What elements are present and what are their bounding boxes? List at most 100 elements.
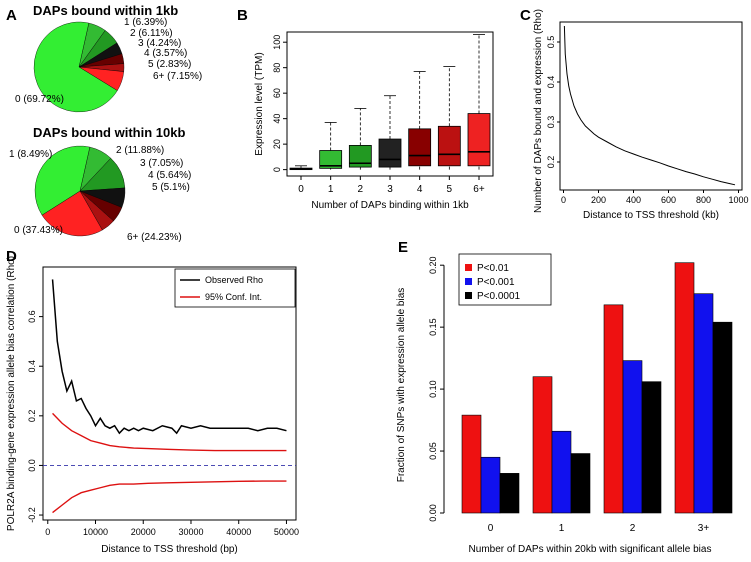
bar-xtick-label: 0: [488, 523, 494, 534]
panel-letter-e: E: [398, 239, 408, 256]
boxplot-xtick-label: 0: [298, 184, 304, 195]
rho-decay-xlabel: Distance to TSS threshold (kb): [583, 210, 719, 221]
polr2a-series-line-1: [52, 412, 287, 452]
bar-0-1: [480, 456, 501, 514]
pie-label-0-0: 0 (69.72%): [15, 94, 64, 105]
polr2a-xtick-label: 30000: [178, 527, 203, 537]
rho-decay-chart: 0 200 400 600 800 1000 0.2 0.3 0.4 0.5 Distance to…: [533, 9, 749, 221]
polr2a-correlation-chart: 0 10000 20000 30000 40000 50000 -0.2 0.0 0.2 0.4 0…: [6, 256, 299, 555]
polr2a-xtick-label: 50000: [274, 527, 299, 537]
boxplot-box-6+: [467, 113, 491, 167]
pie-slice-0-0: [33, 21, 118, 113]
bar-3+-0: [674, 262, 695, 514]
boxplot-ylabel: Expression level (TPM): [254, 52, 265, 155]
bar-xtick-label: 3+: [698, 523, 710, 534]
rho-decay-ytick-label: 0.4: [546, 76, 556, 89]
pie-chart-0: DAPs bound within 1kb 0 (69.72%) 1 (6.39%)…: [15, 3, 202, 113]
bar-1-0: [532, 376, 553, 514]
polr2a-ylabel: POLR2A binding-gene expression allele bi…: [6, 256, 17, 531]
panel-letter-a: A: [6, 7, 17, 24]
polr2a-ytick-label: -0.2: [27, 507, 37, 523]
bar-2-1: [622, 360, 643, 514]
rho-decay-xtick-label: 600: [661, 195, 676, 205]
bar-0-2: [499, 473, 520, 514]
boxplot-xtick-label: 5: [447, 184, 453, 195]
rho-decay-ytick-label: 0.2: [546, 156, 556, 169]
bar-ytick-label: 0.20: [428, 256, 438, 274]
pie-label-1-3: 3 (7.05%): [140, 158, 183, 169]
polr2a-xtick-label: 10000: [83, 527, 108, 537]
polr2a-legend-label-observed: Observed Rho: [205, 275, 263, 285]
bar-xlabel: Number of DAPs within 20kb with signific…: [469, 544, 712, 555]
bar-3+-1: [693, 293, 714, 514]
pie-chart-1: DAPs bound within 10kb 0 (37.43%) 1 (8.49%…: [9, 125, 191, 243]
boxplot-ytick-label: 20: [272, 139, 282, 149]
rho-decay-xtick-label: 400: [626, 195, 641, 205]
rho-decay-frame: [559, 21, 743, 191]
boxplot-box-2: [348, 145, 372, 168]
boxplot-ytick-label: 60: [272, 88, 282, 98]
pie-label-1-5: 5 (5.1%): [152, 182, 190, 193]
polr2a-xtick-label: 20000: [131, 527, 156, 537]
boxplot-box-3: [378, 138, 402, 168]
pie-label-1-1: 1 (8.49%): [9, 149, 52, 160]
boxplot-xtick-label: 2: [358, 184, 364, 195]
pie-slice-1-6: [41, 190, 103, 237]
boxplot-xtick-label: 4: [417, 184, 423, 195]
bar-2-0: [603, 304, 624, 514]
bar-legend: P<0.01 P<0.001 P<0.0001: [458, 253, 552, 306]
rho-decay-ytick-label: 0.3: [546, 116, 556, 129]
bar-xtick-label: 1: [559, 523, 565, 534]
bar-ytick-label: 0.10: [428, 380, 438, 398]
polr2a-xtick-label: 40000: [226, 527, 251, 537]
rho-decay-xtick-label: 1000: [728, 195, 748, 205]
boxplot-ytick-label: 40: [272, 114, 282, 124]
rho-decay-ytick-label: 0.5: [546, 36, 556, 49]
polr2a-series-line-0: [51, 279, 287, 435]
polr2a-legend: Observed Rho 95% Conf. Int.: [174, 268, 296, 308]
pie-label-0-4: 4 (3.57%): [144, 48, 187, 59]
panel-letter-c: C: [520, 7, 531, 24]
bar-ytick-label: 0.15: [428, 318, 438, 336]
pie-label-1-4: 4 (5.64%): [148, 170, 191, 181]
bar-legend-label-0: P<0.01: [477, 263, 509, 274]
bar-3+-2: [712, 321, 733, 514]
boxplot-xtick-label: 3: [387, 184, 393, 195]
pie-label-0-2: 2 (6.11%): [130, 28, 173, 39]
boxplot-xtick-label: 6+: [473, 184, 485, 195]
polr2a-xlabel: Distance to TSS threshold (bp): [101, 544, 238, 555]
bar-legend-label-1: P<0.001: [477, 277, 515, 288]
bar-legend-box: [458, 253, 552, 306]
pie-label-1-6: 6+ (24.23%): [127, 232, 182, 243]
boxplot-box-5: [437, 125, 461, 167]
pie-title-0: DAPs bound within 1kb: [33, 3, 178, 18]
polr2a-ytick-label: 0.2: [27, 410, 37, 423]
boxplot-ytick-label: 100: [272, 35, 282, 50]
pie-label-0-3: 3 (4.24%): [138, 38, 181, 49]
bar-2-2: [641, 381, 662, 514]
polr2a-legend-label-ci: 95% Conf. Int.: [205, 292, 262, 302]
polr2a-ytick-label: 0.4: [27, 360, 37, 373]
bar-xtick-label: 2: [630, 523, 636, 534]
bar-legend-swatch-0: [465, 264, 472, 271]
boxplot-xlabel: Number of DAPs binding within 1kb: [311, 200, 469, 211]
bar-0-0: [461, 414, 482, 514]
rho-decay-line: [563, 25, 736, 186]
boxplot-box-1: [319, 150, 343, 169]
rho-decay-xtick-label: 0: [561, 195, 566, 205]
bar-legend-swatch-2: [465, 292, 472, 299]
pie-label-0-1: 1 (6.39%): [124, 17, 167, 28]
bar-legend-swatch-1: [465, 278, 472, 285]
boxplot-box-4: [408, 128, 432, 167]
bar-ytick-label: 0.05: [428, 442, 438, 460]
rho-decay-xtick-label: 200: [591, 195, 606, 205]
polr2a-series-line-2: [52, 480, 287, 514]
pie-label-1-0: 0 (37.43%): [14, 225, 63, 236]
rho-decay-ylabel: Number of DAPs bound and expression (Rho…: [533, 9, 544, 213]
bar-ylabel: Fraction of SNPs with expression allele …: [396, 288, 407, 483]
panel-letter-b: B: [237, 7, 248, 24]
polr2a-xtick-label: 0: [45, 527, 50, 537]
boxplot-ytick-label: 80: [272, 63, 282, 73]
bar-legend-label-2: P<0.0001: [477, 291, 521, 302]
polr2a-ytick-label: 0.0: [27, 459, 37, 472]
